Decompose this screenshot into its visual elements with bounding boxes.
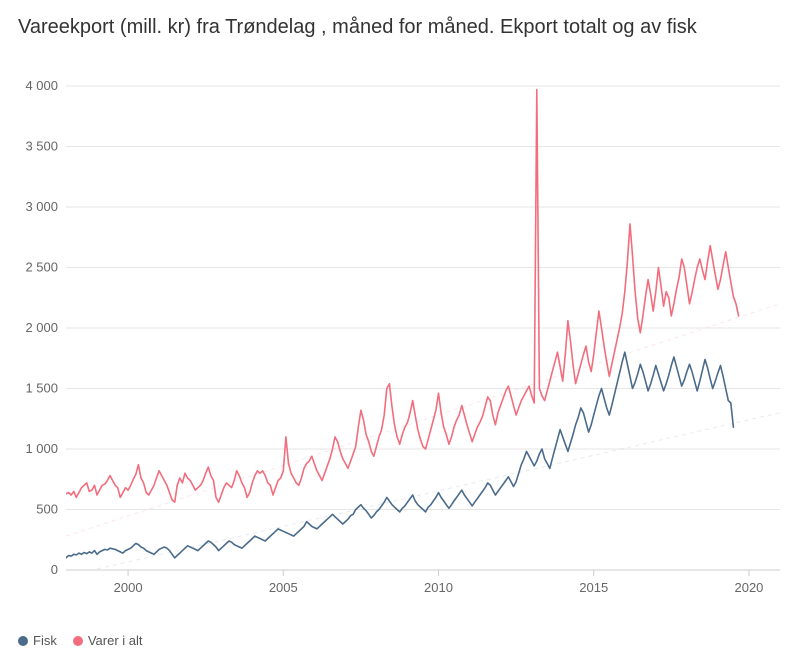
xtick-label: 2005 [269, 580, 298, 595]
ytick-label: 0 [51, 562, 58, 577]
ytick-label: 500 [36, 502, 58, 517]
xtick-label: 2010 [424, 580, 453, 595]
chart-plot: 0 500 1 000 1 500 2 000 2 500 3 000 3 500 4 000 2… [0, 80, 800, 610]
legend-swatch [18, 636, 28, 646]
ytick-label: 1 000 [25, 441, 58, 456]
xtick-label: 2020 [734, 580, 763, 595]
legend-label: Fisk [33, 633, 57, 648]
ytick-label: 3 000 [25, 199, 58, 214]
series-line [66, 352, 733, 558]
xtick-label: 2000 [114, 580, 143, 595]
xtick-label: 2015 [579, 580, 608, 595]
legend: Fisk Varer i alt [18, 633, 143, 648]
ytick-label: 2 000 [25, 320, 58, 335]
legend-item[interactable]: Varer i alt [73, 633, 143, 648]
ytick-label: 4 000 [25, 80, 58, 93]
chart-container: Vareekport (mill. kr) fra Trøndelag , må… [0, 0, 800, 660]
series-line [66, 90, 739, 503]
trend-line [66, 413, 780, 576]
ytick-label: 3 500 [25, 139, 58, 154]
ytick-label: 2 500 [25, 260, 58, 275]
legend-item[interactable]: Fisk [18, 633, 57, 648]
legend-swatch [73, 636, 83, 646]
chart-title: Vareekport (mill. kr) fra Trøndelag , må… [18, 14, 782, 40]
legend-label: Varer i alt [88, 633, 143, 648]
ytick-label: 1 500 [25, 381, 58, 396]
